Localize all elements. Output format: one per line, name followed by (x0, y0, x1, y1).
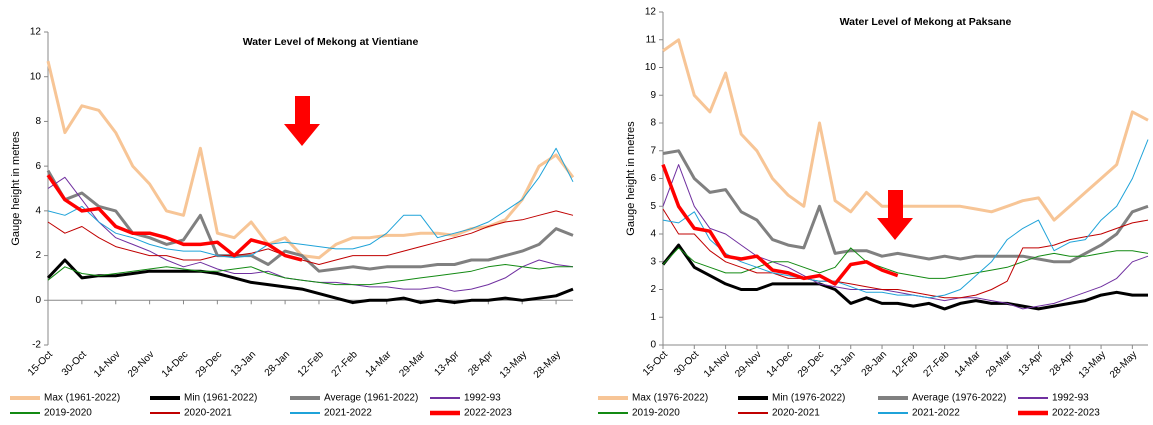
y-tick-label: 5 (650, 201, 656, 212)
y-axis-label: Gauge height in metres (10, 131, 22, 246)
series-line (47, 147, 574, 259)
legend-label: 1992-93 (1052, 393, 1089, 404)
x-tick-label: 14-Nov (92, 349, 123, 380)
x-tick-label: 30-Oct (672, 349, 701, 378)
arrow (877, 190, 913, 240)
series-line (661, 243, 1148, 311)
x-tick-label: 14-Mar (364, 349, 395, 380)
y-tick-label: 9 (650, 90, 656, 101)
x-tick-label: 13-Jan (828, 349, 857, 378)
y-tick-label: 10 (645, 62, 657, 73)
x-tick-label: 29-Nov (126, 349, 157, 380)
legend-label: 2022-2023 (1052, 408, 1100, 419)
y-tick-label: 1 (650, 312, 656, 323)
legend-label: Max (1961-2022) (44, 393, 120, 404)
y-tick-label: 2 (650, 284, 656, 295)
x-tick-label: 13-Jan (229, 349, 258, 378)
y-tick-label: 8 (650, 118, 656, 129)
x-tick-label: 28-Jan (263, 349, 292, 378)
series-line (46, 60, 575, 260)
x-tick-label: 28-Jan (860, 349, 889, 378)
x-tick-label: 29-Mar (984, 349, 1015, 380)
series-line (662, 38, 1149, 222)
y-tick-label: 6 (35, 161, 41, 172)
series-line (662, 247, 1149, 279)
legend-label: 2019-2020 (632, 408, 680, 419)
x-tick-label: 13-Apr (432, 349, 461, 378)
legend-label: Average (1976-2022) (912, 393, 1006, 404)
x-tick-label: 28-Apr (1048, 349, 1077, 378)
x-tick-label: 15-Oct (641, 349, 670, 378)
y-tick-label: 3 (650, 256, 656, 267)
legend-label: Min (1961-2022) (184, 393, 257, 404)
y-tick-label: 8 (35, 116, 41, 127)
y-tick-label: 11 (646, 34, 657, 45)
legend-label: Min (1976-2022) (772, 393, 845, 404)
chart-title: Water Level of Mekong at Vientiane (243, 36, 419, 48)
y-tick-label: 2 (35, 250, 41, 261)
x-tick-label: 29-Dec (796, 349, 827, 380)
legend-label: 2020-2021 (772, 408, 820, 419)
x-tick-label: 28-May (532, 349, 563, 380)
series-line (662, 139, 1149, 299)
x-tick-label: 29-Dec (194, 349, 225, 380)
series-line (662, 164, 1149, 310)
series-line (47, 264, 573, 286)
legend-label: Max (1976-2022) (632, 393, 708, 404)
legend-label: 2022-2023 (464, 408, 512, 419)
y-tick-label: 6 (650, 173, 656, 184)
legend-label: 1992-93 (464, 393, 501, 404)
x-tick-label: 13-May (498, 349, 529, 380)
x-tick-label: 28-Apr (466, 349, 495, 378)
x-tick-label: 29-Nov (733, 349, 764, 380)
x-tick-label: 12-Feb (890, 349, 920, 379)
series-line (46, 174, 303, 262)
arrow (284, 96, 320, 146)
series-line (47, 210, 574, 265)
x-tick-label: 13-May (1077, 349, 1108, 380)
x-tick-label: 13-Apr (1016, 349, 1045, 378)
y-tick-label: 0 (650, 340, 656, 351)
y-tick-label: 12 (645, 7, 657, 18)
y-tick-label: 7 (650, 145, 656, 156)
y-tick-label: 0 (35, 295, 41, 306)
y-tick-label: 10 (30, 71, 42, 82)
x-tick-label: 14-Dec (160, 349, 191, 380)
legend-label: 2020-2021 (184, 408, 232, 419)
y-tick-label: 4 (650, 229, 656, 240)
x-tick-label: 12-Feb (296, 349, 326, 379)
legend-label: Average (1961-2022) (324, 393, 418, 404)
x-tick-label: 15-Oct (26, 349, 55, 378)
legend-label: 2021-2022 (912, 408, 960, 419)
x-tick-label: 28-May (1108, 349, 1139, 380)
x-tick-label: 29-Mar (397, 349, 428, 380)
y-tick-label: 12 (30, 27, 42, 38)
x-tick-label: 14-Dec (765, 349, 796, 380)
chart-title: Water Level of Mekong at Paksane (840, 16, 1012, 28)
series-line (662, 208, 1149, 299)
x-tick-label: 14-Nov (702, 349, 733, 380)
x-tick-label: 30-Oct (60, 349, 89, 378)
series-line (662, 149, 1149, 264)
y-axis-label: Gauge height in metres (625, 121, 637, 236)
x-tick-label: 27-Feb (330, 349, 360, 379)
x-tick-label: 27-Feb (921, 349, 951, 379)
legend-label: 2021-2022 (324, 408, 372, 419)
series-line (661, 163, 899, 286)
y-tick-label: 4 (35, 205, 41, 216)
x-tick-label: 14-Mar (953, 349, 984, 380)
y-tick-label: -2 (32, 340, 41, 351)
series-line (46, 258, 574, 304)
legend-label: 2019-2020 (44, 408, 92, 419)
